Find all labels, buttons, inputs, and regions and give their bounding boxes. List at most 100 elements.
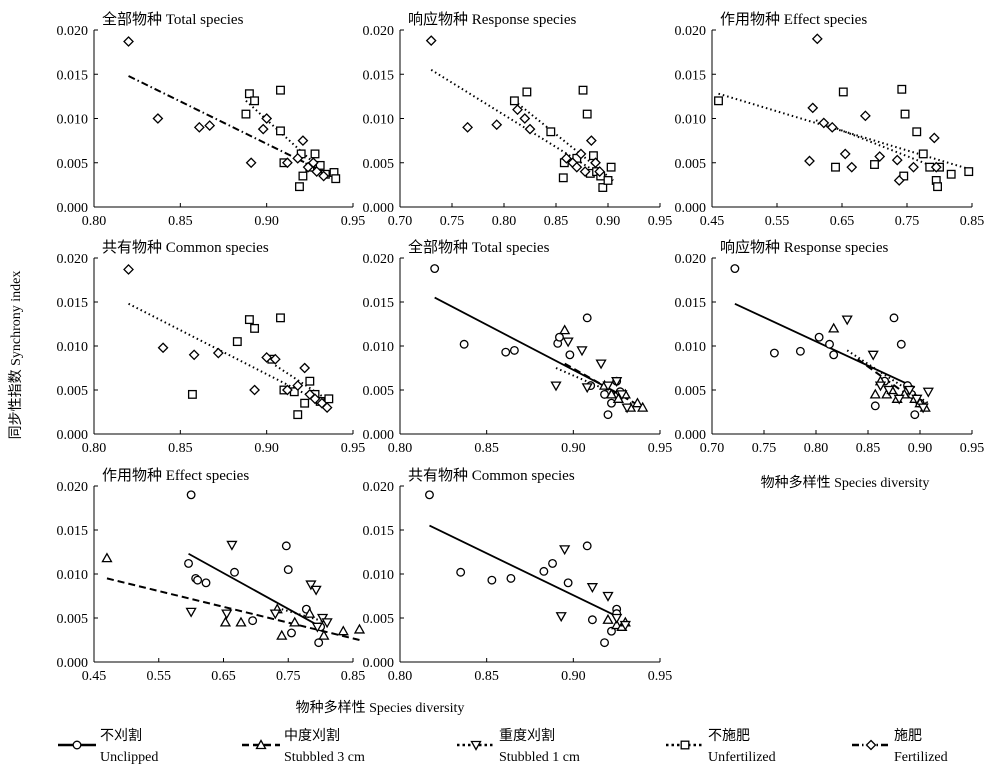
data-point [185,607,197,618]
data-point [563,578,573,588]
data-point [123,264,134,275]
y-tick-label: 0.020 [57,252,89,267]
data-point [578,85,588,95]
data-point [930,161,942,173]
series-points [184,490,326,648]
legend-label-zh: 中度刈割 [284,727,340,744]
y-tick-label: 0.000 [57,656,89,671]
x-tick-label: 0.75 [276,669,301,684]
data-point [230,567,239,577]
data-point [611,613,623,624]
x-tick-label: 0.70 [700,441,725,456]
data-point [281,157,293,169]
data-point [606,162,616,172]
data-point [590,157,601,169]
data-point [462,121,474,133]
panel-title: 响应物种 Response species [720,238,888,256]
chart-panel: 0.70 0.75 0.80 0.85 0.90 0.95 0.000 0.005 0.010 0… [363,10,673,229]
data-point [769,348,779,358]
chart-panel: 0.80 0.85 0.90 0.95 0.000 0.005 0.010 0.015 0.02… [57,239,366,456]
data-point [310,149,320,159]
series-points [425,490,622,648]
data-point [261,352,273,363]
data-point [582,541,592,551]
data-point [870,160,879,169]
y-tick-label: 0.015 [57,68,89,83]
data-point [289,616,301,627]
data-point [281,541,291,551]
fit-line [718,92,970,170]
data-point [839,148,851,160]
data-point [314,638,324,648]
panel-title: 响应物种 Response species [408,10,576,28]
data-point [579,166,591,178]
data-point [559,545,571,556]
panel-title: 共有物种 Common species [102,239,269,256]
data-point [804,155,815,167]
data-point [598,183,608,192]
data-point [311,166,323,178]
x-tick-label: 0.80 [82,214,107,229]
data-point [430,264,440,274]
data-point [859,110,871,122]
y-tick-label: 0.015 [675,296,707,311]
data-point [300,398,310,408]
fit-line [281,608,328,624]
data-point [867,350,879,361]
data-point [310,585,322,596]
y-tick-label: 0.020 [363,480,395,495]
data-point [506,573,516,583]
data-point [594,166,606,178]
data-point [283,565,293,575]
y-tick-label: 0.020 [363,252,395,267]
data-point [219,616,232,627]
legend-label-en: Fertilized [894,750,948,765]
data-point [204,120,216,131]
legend-marker [255,739,267,750]
x-tick-label: 0.85 [544,214,569,229]
data-point [616,390,628,401]
panels: 0.80 0.85 0.90 0.950.0000.0050.0100.0150.02… [57,10,985,684]
data-point [269,353,281,365]
x-tick-label: 0.75 [752,441,777,456]
data-point [318,629,330,640]
y-tick-label: 0.020 [675,24,707,39]
data-point [293,410,303,420]
data-point [571,161,583,173]
legend-marker [72,740,82,750]
y-tick-label: 0.015 [363,68,395,83]
y-tick-label: 0.005 [363,384,395,399]
series-points [123,264,333,414]
x-tick-label: 0.55 [147,669,172,684]
data-point [870,401,880,411]
x-tick-label: 0.85 [168,214,193,229]
data-point [311,622,323,633]
data-point [910,410,920,420]
data-point [814,332,824,342]
data-point [559,324,571,335]
data-point [546,127,556,137]
data-point [331,174,341,184]
data-point [811,33,823,45]
data-point [911,394,923,405]
data-point [896,339,906,349]
fit-line [245,100,320,168]
data-point [123,36,134,47]
data-point [522,87,532,97]
data-point [891,154,903,166]
x-tick-label: 0.75 [895,214,920,229]
data-point [575,148,587,160]
y-tick-label: 0.010 [363,340,395,355]
data-point [602,591,614,602]
y-tick-label: 0.005 [57,157,89,172]
legend: 不刈割 Unclipped 中度刈割 Stubbled 3 cm 重度刈割 Stubble… [58,727,948,765]
data-point [187,389,197,399]
x-tick-label: 0.65 [211,669,236,684]
x-tick-label: 0.90 [254,441,279,456]
data-point [550,381,562,392]
fit-line [274,364,330,402]
data-point [244,315,254,325]
series-points [430,264,625,420]
y-tick-label: 0.000 [57,428,89,443]
